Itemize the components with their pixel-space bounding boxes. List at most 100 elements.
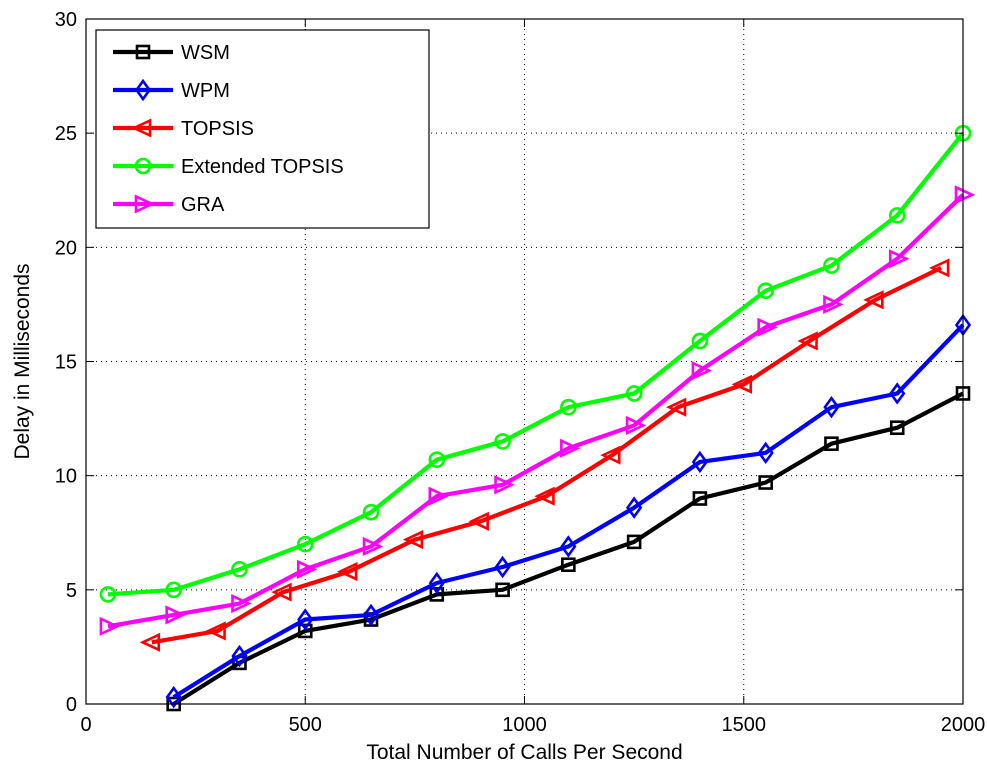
data-point-topsis: [402, 530, 424, 550]
series-line-gra: [107, 193, 965, 629]
x-tick-label: 500: [289, 714, 322, 736]
legend-swatch-marker: [134, 194, 156, 214]
legend-item-extended-topsis: Extended TOPSIS: [113, 156, 344, 178]
data-point-wpm: [428, 571, 445, 595]
data-point-extended-topsis: [625, 385, 643, 402]
data-point-extended-topsis: [888, 207, 906, 224]
legend-label: Extended TOPSIS: [181, 156, 344, 178]
data-point-topsis: [534, 486, 555, 506]
series-topsis: [139, 258, 950, 652]
data-point-extended-topsis: [494, 433, 511, 450]
data-point-wpm: [757, 441, 774, 465]
data-point-extended-topsis: [231, 560, 248, 578]
data-point-extended-topsis: [99, 586, 117, 603]
data-point-topsis: [468, 511, 489, 531]
data-point-gra: [428, 486, 449, 506]
data-point-extended-topsis: [823, 257, 840, 274]
data-point-topsis: [205, 621, 226, 641]
series-line-wpm: [172, 323, 965, 699]
data-point-topsis: [665, 397, 687, 417]
legend-item-gra: GRA: [113, 194, 225, 216]
data-point-gra: [560, 438, 581, 458]
data-point-topsis: [600, 445, 621, 465]
data-point-gra: [823, 294, 844, 314]
data-point-wsm: [692, 491, 708, 506]
data-point-wpm: [297, 608, 314, 631]
data-point-wpm: [626, 496, 643, 519]
data-point-topsis: [139, 632, 161, 652]
data-point-gra: [362, 536, 384, 556]
data-point-wsm: [889, 420, 905, 436]
data-point-topsis: [863, 290, 884, 310]
data-point-extended-topsis: [560, 398, 577, 416]
legend: WSM WPM TOPSIS Extended TOPSIS GRA: [95, 29, 430, 229]
legend-label: WSM: [181, 42, 230, 64]
data-point-extended-topsis: [691, 332, 709, 350]
series-line-topsis: [151, 265, 942, 645]
data-point-topsis: [929, 258, 950, 278]
series-line-extended-topsis: [107, 131, 965, 597]
series-wpm: [165, 313, 972, 709]
data-point-wpm: [165, 685, 182, 709]
series-extended-topsis: [99, 124, 972, 603]
x-tick-label: 1500: [722, 714, 767, 736]
x-tick-label: 1000: [502, 714, 547, 736]
data-point-wsm: [297, 623, 313, 639]
data-point-wsm: [758, 475, 773, 490]
data-point-wsm: [429, 587, 445, 602]
ticks: 0 500 1000 1500 2000 0 5 10 15 20 25 30: [55, 9, 986, 736]
data-point-gra: [231, 593, 252, 614]
legend-label: GRA: [181, 194, 225, 216]
data-point-extended-topsis: [428, 451, 446, 468]
data-point-extended-topsis: [362, 503, 380, 521]
data-point-extended-topsis: [296, 535, 314, 553]
data-point-wpm: [823, 395, 840, 419]
y-axis-label: Delay in Milliseconds: [11, 263, 34, 459]
legend-item-topsis: TOPSIS: [113, 118, 254, 140]
series-wsm: [166, 386, 971, 712]
data-point-gra: [165, 605, 186, 625]
legend-item-wpm: WPM: [113, 78, 230, 102]
data-point-topsis: [731, 374, 753, 394]
data-point-topsis: [271, 582, 292, 602]
legend-label: WPM: [181, 80, 230, 102]
legend-item-wsm: WSM: [113, 42, 230, 64]
data-point-extended-topsis: [757, 282, 774, 300]
data-point-wpm: [362, 603, 380, 627]
x-tick-label: 0: [80, 714, 91, 736]
y-tick-label: 0: [66, 694, 77, 716]
y-tick-label: 20: [55, 237, 77, 259]
data-point-gra: [494, 475, 515, 495]
series-gra: [99, 185, 976, 636]
data-point-wsm: [824, 436, 839, 452]
data-point-gra: [99, 616, 120, 636]
data-point-topsis: [337, 562, 358, 582]
legend-label: TOPSIS: [181, 118, 254, 140]
data-point-wpm: [494, 555, 511, 579]
x-tick-label: 2000: [941, 714, 986, 736]
series-group: [99, 124, 976, 712]
data-point-gra: [296, 559, 318, 579]
y-tick-label: 30: [55, 9, 77, 31]
data-point-wsm: [626, 534, 642, 550]
data-point-gra: [691, 361, 712, 381]
legend-swatch-marker: [134, 157, 152, 175]
data-point-wpm: [691, 450, 709, 474]
y-tick-label: 25: [55, 123, 77, 145]
x-axis-label: Total Number of Calls Per Second: [366, 741, 682, 764]
data-point-gra: [954, 185, 976, 205]
legend-swatch-marker: [135, 44, 151, 60]
data-point-topsis: [797, 331, 818, 351]
y-tick-label: 5: [66, 580, 77, 602]
data-point-wsm: [495, 582, 510, 598]
data-point-wpm: [560, 535, 577, 558]
legend-swatch-marker: [134, 78, 152, 102]
data-point-wsm: [561, 557, 576, 573]
data-point-gra: [625, 415, 647, 435]
data-point-wpm: [231, 644, 248, 668]
data-point-gra: [888, 249, 910, 269]
data-point-extended-topsis: [165, 581, 182, 599]
series-line-wsm: [172, 391, 964, 706]
legend-swatch-marker: [130, 118, 152, 138]
